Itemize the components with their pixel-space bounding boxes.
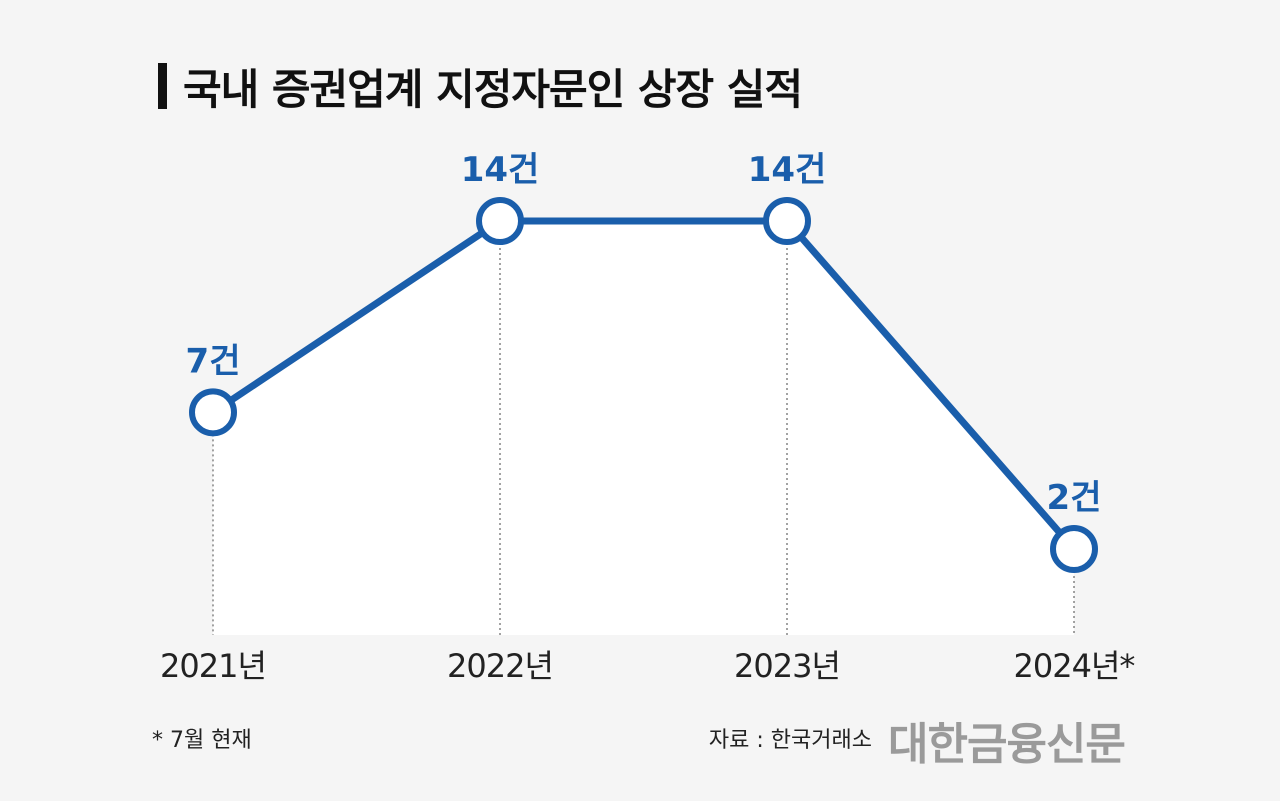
source-credit: 자료 : 한국거래소 (708, 728, 872, 753)
data-label-3: 2건 (1047, 478, 1102, 518)
x-tick-label-1: 2022년 (447, 647, 553, 685)
data-point-1 (476, 197, 524, 245)
x-tick-label-0: 2021년 (160, 647, 266, 685)
data-point-0 (189, 388, 237, 437)
data-label-0: 7건 (186, 341, 241, 381)
chart-title-text: 국내 증권업계 지정자문인 상장 실적 (183, 64, 803, 114)
publisher-logo: 대한금융신문 (888, 719, 1126, 770)
data-point-2 (763, 197, 811, 245)
chart-title: 국내 증권업계 지정자문인 상장 실적 (158, 58, 803, 114)
data-label-1: 14건 (461, 150, 540, 190)
x-tick-label-2: 2023년 (734, 647, 840, 685)
footnote: * 7월 현재 (152, 728, 252, 753)
data-point-3 (1050, 525, 1098, 573)
title-bar-marker (158, 63, 167, 109)
area-fill (213, 221, 1074, 635)
x-tick-label-3: 2024년* (1014, 647, 1136, 685)
series-line (211, 217, 1077, 552)
data-label-2: 14건 (748, 150, 827, 190)
